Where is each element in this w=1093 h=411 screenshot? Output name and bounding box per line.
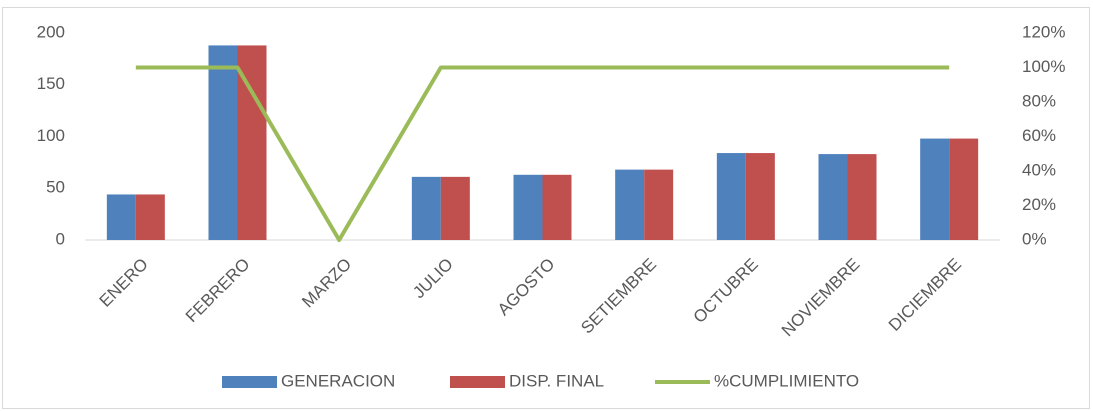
legend-swatch bbox=[222, 376, 277, 388]
y-tick-label: 150 bbox=[37, 74, 65, 93]
legend-label: %CUMPLIMIENTO bbox=[714, 371, 859, 390]
bar bbox=[106, 194, 136, 240]
bar bbox=[745, 153, 775, 240]
bar bbox=[542, 174, 572, 240]
bar bbox=[440, 176, 470, 240]
y2-tick-label: 100% bbox=[1022, 57, 1065, 76]
legend-label: DISP. FINAL bbox=[509, 371, 604, 390]
y-tick-label: 0 bbox=[56, 229, 65, 248]
bar bbox=[847, 154, 877, 240]
bar bbox=[644, 169, 674, 240]
y2-tick-label: 20% bbox=[1022, 195, 1056, 214]
line bbox=[135, 65, 950, 242]
y-tick-label: 100 bbox=[37, 126, 65, 145]
y2-tick-label: 80% bbox=[1022, 91, 1056, 110]
bar bbox=[208, 45, 238, 240]
bar bbox=[949, 138, 979, 240]
y2-tick-label: 0% bbox=[1022, 229, 1047, 248]
legend-swatch bbox=[450, 376, 505, 388]
y2-tick-label: 120% bbox=[1022, 22, 1065, 41]
bar bbox=[818, 154, 848, 240]
legend-label: GENERACION bbox=[281, 371, 395, 390]
y2-tick-label: 60% bbox=[1022, 126, 1056, 145]
y-tick-label: 50 bbox=[46, 178, 65, 197]
bar bbox=[920, 138, 950, 240]
bar bbox=[716, 153, 746, 240]
bar bbox=[615, 169, 645, 240]
bar bbox=[135, 194, 165, 240]
bar bbox=[411, 176, 441, 240]
y2-tick-label: 40% bbox=[1022, 160, 1056, 179]
bar bbox=[513, 174, 543, 240]
y-tick-label: 200 bbox=[37, 22, 65, 41]
